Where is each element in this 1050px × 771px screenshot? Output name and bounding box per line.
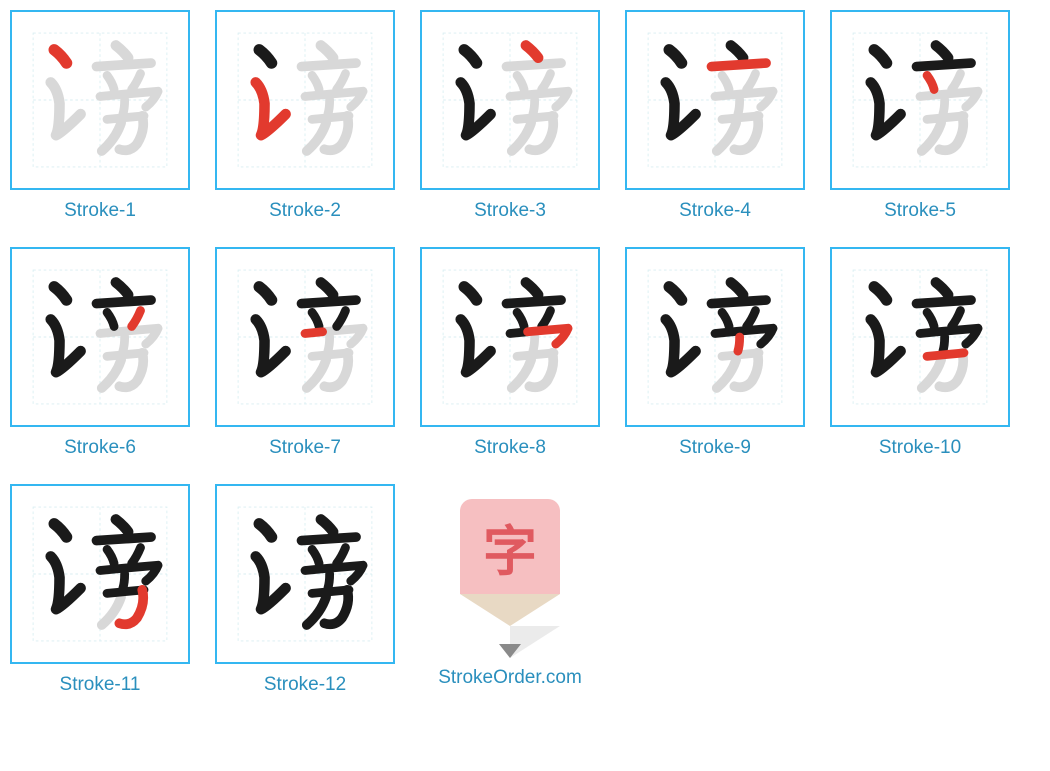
stroke-caption: Stroke-2	[269, 200, 341, 222]
stroke-caption: Stroke-4	[679, 200, 751, 222]
stroke-caption: Stroke-7	[269, 437, 341, 459]
stroke-tile	[625, 247, 805, 427]
stroke-caption: Stroke-5	[884, 200, 956, 222]
stroke-tile	[215, 247, 395, 427]
stroke-tile	[420, 10, 600, 190]
stroke-cell: Stroke-4	[625, 10, 805, 222]
stroke-tile	[420, 247, 600, 427]
stroke-cell: Stroke-1	[10, 10, 190, 222]
stroke-caption: Stroke-8	[474, 437, 546, 459]
logo-caption: StrokeOrder.com	[438, 667, 582, 689]
stroke-caption: Stroke-12	[264, 674, 346, 696]
stroke-tile	[625, 10, 805, 190]
stroke-tile	[215, 10, 395, 190]
stroke-caption: Stroke-11	[60, 674, 141, 696]
stroke-caption: Stroke-10	[879, 437, 961, 459]
stroke-grid: Stroke-1 Stroke-2 Stroke-3 Stroke-4 Stro…	[10, 10, 1040, 696]
stroke-tile	[10, 10, 190, 190]
stroke-tile	[10, 484, 190, 664]
logo-icon: 字	[450, 499, 570, 649]
stroke-cell: Stroke-3	[420, 10, 600, 222]
stroke-cell: Stroke-6	[10, 247, 190, 459]
stroke-cell: Stroke-11	[10, 484, 190, 696]
stroke-caption: Stroke-3	[474, 200, 546, 222]
stroke-cell: Stroke-7	[215, 247, 395, 459]
stroke-tile	[215, 484, 395, 664]
stroke-caption: Stroke-9	[679, 437, 751, 459]
stroke-cell: Stroke-10	[830, 247, 1010, 459]
stroke-caption: Stroke-1	[64, 200, 136, 222]
stroke-tile	[10, 247, 190, 427]
stroke-cell: Stroke-9	[625, 247, 805, 459]
stroke-tile	[830, 10, 1010, 190]
stroke-tile	[830, 247, 1010, 427]
stroke-cell: Stroke-8	[420, 247, 600, 459]
logo-character: 字	[460, 499, 560, 594]
stroke-cell: Stroke-5	[830, 10, 1010, 222]
stroke-caption: Stroke-6	[64, 437, 136, 459]
stroke-cell: Stroke-12	[215, 484, 395, 696]
stroke-cell: Stroke-2	[215, 10, 395, 222]
logo-cell: 字 StrokeOrder.com	[420, 484, 600, 696]
pencil-tip-icon	[460, 594, 560, 626]
